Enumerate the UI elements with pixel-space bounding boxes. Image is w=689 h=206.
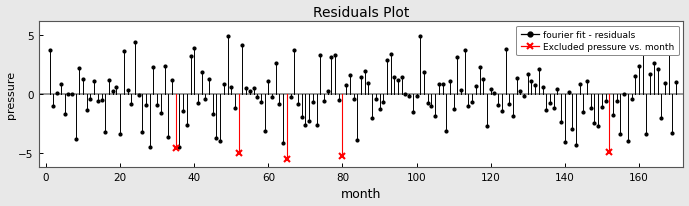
X-axis label: month: month	[341, 187, 381, 200]
Title: Residuals Plot: Residuals Plot	[313, 6, 409, 19]
Y-axis label: pressure: pressure	[6, 71, 16, 119]
Legend: fourier fit - residuals, Excluded pressure vs. month: fourier fit - residuals, Excluded pressu…	[516, 27, 679, 56]
